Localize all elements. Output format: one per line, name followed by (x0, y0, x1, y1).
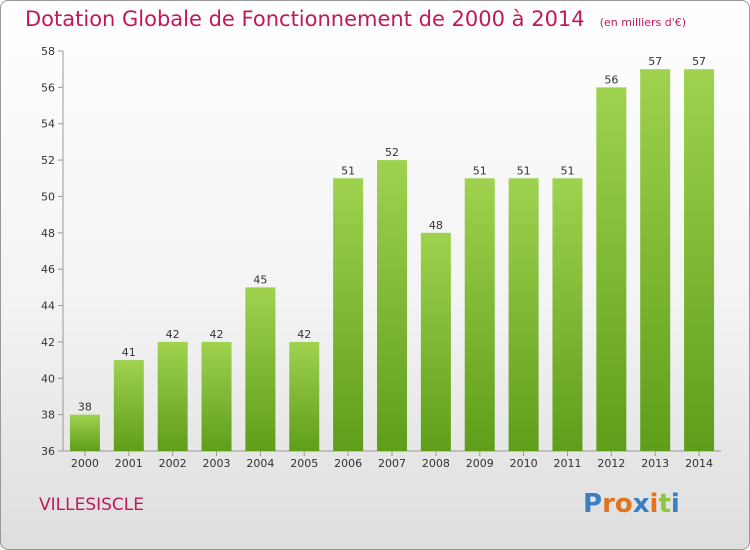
data-label: 42 (166, 328, 180, 341)
bar (684, 69, 715, 451)
x-tick-label: 2001 (115, 457, 143, 470)
logo-letter: P (583, 489, 603, 519)
logo-letter: x (632, 489, 650, 519)
x-tick-label: 2012 (597, 457, 625, 470)
proxiti-logo: Proxiti (583, 489, 680, 519)
x-tick-label: 2007 (378, 457, 406, 470)
data-label: 57 (692, 55, 706, 68)
bar (508, 178, 539, 452)
bar (113, 360, 144, 451)
data-label: 52 (385, 146, 399, 159)
x-tick-label: 2010 (510, 457, 538, 470)
x-tick-label: 2014 (685, 457, 713, 470)
y-tick-label: 36 (41, 445, 55, 458)
data-label: 38 (78, 401, 92, 414)
x-tick-label: 2004 (246, 457, 274, 470)
bar (596, 87, 627, 451)
data-label: 42 (210, 328, 224, 341)
data-label: 51 (560, 164, 574, 177)
x-tick-label: 2005 (290, 457, 318, 470)
bar (333, 178, 364, 452)
data-label: 51 (473, 164, 487, 177)
bar (157, 341, 188, 451)
logo-letter: i (670, 489, 680, 519)
y-tick-label: 46 (41, 263, 55, 276)
commune-name: VILLESISCLE (39, 495, 145, 515)
x-tick-label: 2011 (553, 457, 581, 470)
bar (69, 414, 100, 451)
y-tick-label: 38 (41, 409, 55, 422)
x-tick-label: 2008 (422, 457, 450, 470)
data-label: 57 (648, 55, 662, 68)
bar (377, 160, 407, 451)
x-tick-label: 2013 (641, 457, 669, 470)
x-tick-label: 2009 (466, 457, 494, 470)
x-tick-label: 2002 (159, 457, 187, 470)
bar (289, 341, 320, 451)
bar (201, 341, 232, 451)
data-label: 41 (122, 346, 136, 359)
data-label: 56 (604, 73, 618, 86)
x-tick-label: 2003 (203, 457, 231, 470)
y-tick-label: 42 (41, 336, 55, 349)
data-label: 51 (517, 164, 531, 177)
x-tick-label: 2006 (334, 457, 362, 470)
y-tick-label: 56 (41, 81, 55, 94)
chart-title-main: Dotation Globale de Fonctionnement de 20… (25, 7, 585, 31)
bar (245, 287, 276, 451)
y-tick-label: 48 (41, 227, 55, 240)
data-label: 51 (341, 164, 355, 177)
data-label: 48 (429, 219, 443, 232)
y-tick-label: 52 (41, 154, 55, 167)
y-tick-label: 40 (41, 372, 55, 385)
logo-letter: i (649, 489, 659, 519)
chart-title: Dotation Globale de Fonctionnement de 20… (25, 7, 686, 31)
y-tick-label: 50 (41, 190, 55, 203)
bar (464, 178, 495, 452)
bar (420, 232, 451, 451)
bar (552, 178, 583, 452)
logo-letter: r (602, 489, 615, 519)
y-tick-label: 54 (41, 118, 55, 131)
x-tick-label: 2000 (71, 457, 99, 470)
logo-letter: o (614, 489, 633, 519)
y-tick-label: 44 (41, 300, 55, 313)
chart-title-unit: (en milliers d'€) (599, 16, 687, 29)
data-label: 42 (297, 328, 311, 341)
logo-letter: t (658, 489, 671, 519)
y-tick-label: 58 (41, 45, 55, 58)
data-label: 45 (253, 273, 267, 286)
bar (640, 69, 671, 451)
